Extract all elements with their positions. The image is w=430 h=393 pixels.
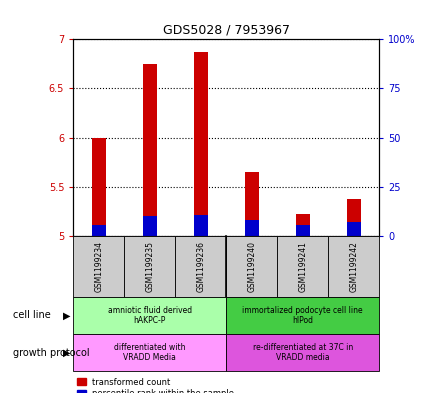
Text: re-differentiated at 37C in
VRADD media: re-differentiated at 37C in VRADD media	[252, 343, 352, 362]
FancyBboxPatch shape	[226, 236, 276, 297]
Text: ▶: ▶	[62, 310, 70, 320]
Text: growth protocol: growth protocol	[13, 348, 89, 358]
Bar	[295, 214, 309, 236]
Bar	[295, 225, 309, 236]
Text: cell line: cell line	[13, 310, 51, 320]
FancyBboxPatch shape	[73, 297, 226, 334]
Title: GDS5028 / 7953967: GDS5028 / 7953967	[163, 24, 289, 37]
Bar	[142, 216, 157, 236]
Bar	[193, 52, 207, 236]
Legend: transformed count, percentile rank within the sample: transformed count, percentile rank withi…	[77, 378, 234, 393]
Text: GSM1199236: GSM1199236	[196, 241, 205, 292]
FancyBboxPatch shape	[276, 236, 328, 297]
Text: GSM1199241: GSM1199241	[298, 241, 307, 292]
Bar	[244, 172, 258, 236]
FancyBboxPatch shape	[175, 236, 226, 297]
FancyBboxPatch shape	[124, 236, 175, 297]
Text: amniotic fluid derived
hAKPC-P: amniotic fluid derived hAKPC-P	[108, 306, 191, 325]
Text: GSM1199240: GSM1199240	[247, 241, 256, 292]
Bar	[92, 138, 106, 236]
Text: ▶: ▶	[62, 348, 70, 358]
Text: differentiated with
VRADD Media: differentiated with VRADD Media	[114, 343, 185, 362]
Bar	[244, 220, 258, 236]
FancyBboxPatch shape	[226, 297, 378, 334]
Bar	[142, 64, 157, 236]
Bar	[92, 225, 106, 236]
Text: GSM1199235: GSM1199235	[145, 241, 154, 292]
Text: immortalized podocyte cell line
hIPod: immortalized podocyte cell line hIPod	[242, 306, 362, 325]
Text: GSM1199234: GSM1199234	[94, 241, 103, 292]
Bar	[346, 222, 360, 236]
Bar	[346, 199, 360, 236]
FancyBboxPatch shape	[73, 236, 124, 297]
FancyBboxPatch shape	[73, 334, 226, 371]
FancyBboxPatch shape	[328, 236, 378, 297]
FancyBboxPatch shape	[226, 334, 378, 371]
Text: GSM1199242: GSM1199242	[348, 241, 357, 292]
Bar	[193, 215, 207, 236]
